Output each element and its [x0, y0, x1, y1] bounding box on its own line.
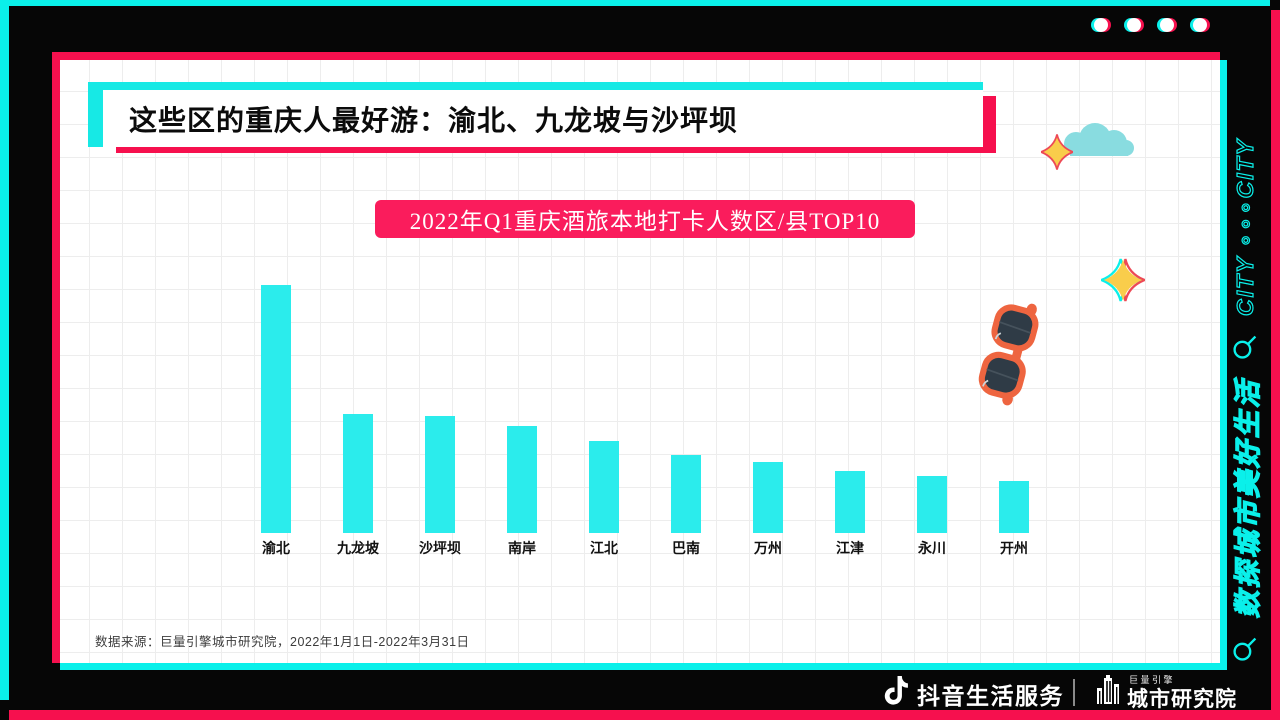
douyin-note-icon	[884, 676, 910, 711]
dot-icon	[1094, 18, 1108, 32]
bar	[753, 462, 783, 533]
bar-category-label: 南岸	[508, 539, 536, 556]
bar	[671, 455, 701, 533]
bar-slot: 渝北	[235, 270, 317, 562]
sunglasses-icon	[961, 292, 1047, 409]
bar-slot: 永川	[891, 270, 973, 562]
side-rail: 数探城市美好生活 CITY ∘∘∘CITY	[1223, 100, 1267, 700]
dot-icon	[1160, 18, 1174, 32]
bar	[999, 481, 1029, 533]
bar-slot: 开州	[973, 270, 1055, 562]
bar-slot: 万州	[727, 270, 809, 562]
bar	[917, 476, 947, 533]
magnifier-icon	[1233, 637, 1257, 661]
window-dots	[1094, 18, 1207, 32]
source-note: 数据来源：巨量引擎城市研究院，2022年1月1日-2022年3月31日	[95, 635, 470, 649]
footer-divider	[1073, 679, 1075, 706]
douyin-brand-text: 抖音生活服务	[917, 683, 1064, 709]
buildings-icon	[1094, 675, 1122, 711]
frame-bottom-edge	[9, 710, 1280, 720]
bar-slot: 江北	[563, 270, 645, 562]
content-panel	[60, 60, 1220, 663]
frame-left-edge	[0, 0, 9, 700]
bar-slot: 江津	[809, 270, 891, 562]
page-title: 这些区的重庆人最好游：渝北、九龙坡与沙坪坝	[129, 104, 739, 136]
title-box: 这些区的重庆人最好游：渝北、九龙坡与沙坪坝	[103, 90, 983, 147]
dot-icon	[1127, 18, 1141, 32]
bar	[507, 426, 537, 533]
bar-category-label: 永川	[918, 539, 946, 556]
engine-brand-small: 巨量引擎	[1129, 675, 1176, 685]
side-rail-cjk-text: 数探城市美好生活	[1232, 377, 1263, 618]
bar	[835, 471, 865, 533]
bar-category-label: 万州	[754, 539, 782, 556]
bar-slot: 九龙坡	[317, 270, 399, 562]
bar	[343, 414, 373, 533]
sparkle-icon	[1038, 134, 1076, 175]
bar	[589, 441, 619, 533]
research-institute-brand: 城市研究院	[1127, 688, 1237, 711]
chart-title-badge: 2022年Q1重庆酒旅本地打卡人数区/县TOP10	[375, 200, 915, 238]
bar	[261, 285, 291, 533]
cloud-icon	[1056, 113, 1136, 162]
bar-category-label: 沙坪坝	[419, 539, 461, 556]
bar-category-label: 渝北	[262, 539, 290, 556]
bar-category-label: 江津	[836, 539, 864, 556]
frame-right-edge	[1271, 10, 1280, 720]
bar-category-label: 江北	[590, 539, 618, 556]
bar-slot: 南岸	[481, 270, 563, 562]
bar-category-label: 开州	[1000, 539, 1028, 556]
sparkle-icon	[1098, 256, 1148, 309]
dot-icon	[1193, 18, 1207, 32]
side-rail-latin-text: CITY ∘∘∘CITY	[1231, 137, 1258, 316]
magnifier-icon	[1233, 335, 1257, 359]
bar	[425, 416, 455, 533]
bar-slot: 沙坪坝	[399, 270, 481, 562]
bar-category-label: 巴南	[672, 539, 700, 556]
frame-top-edge	[0, 0, 1270, 6]
bar-chart: 渝北 九龙坡 沙坪坝 南岸 江北 巴南 万州 江津 永川 开州	[235, 270, 1055, 562]
bar-category-label: 九龙坡	[337, 539, 379, 556]
bar-slot: 巴南	[645, 270, 727, 562]
chart-title: 2022年Q1重庆酒旅本地打卡人数区/县TOP10	[409, 209, 881, 234]
